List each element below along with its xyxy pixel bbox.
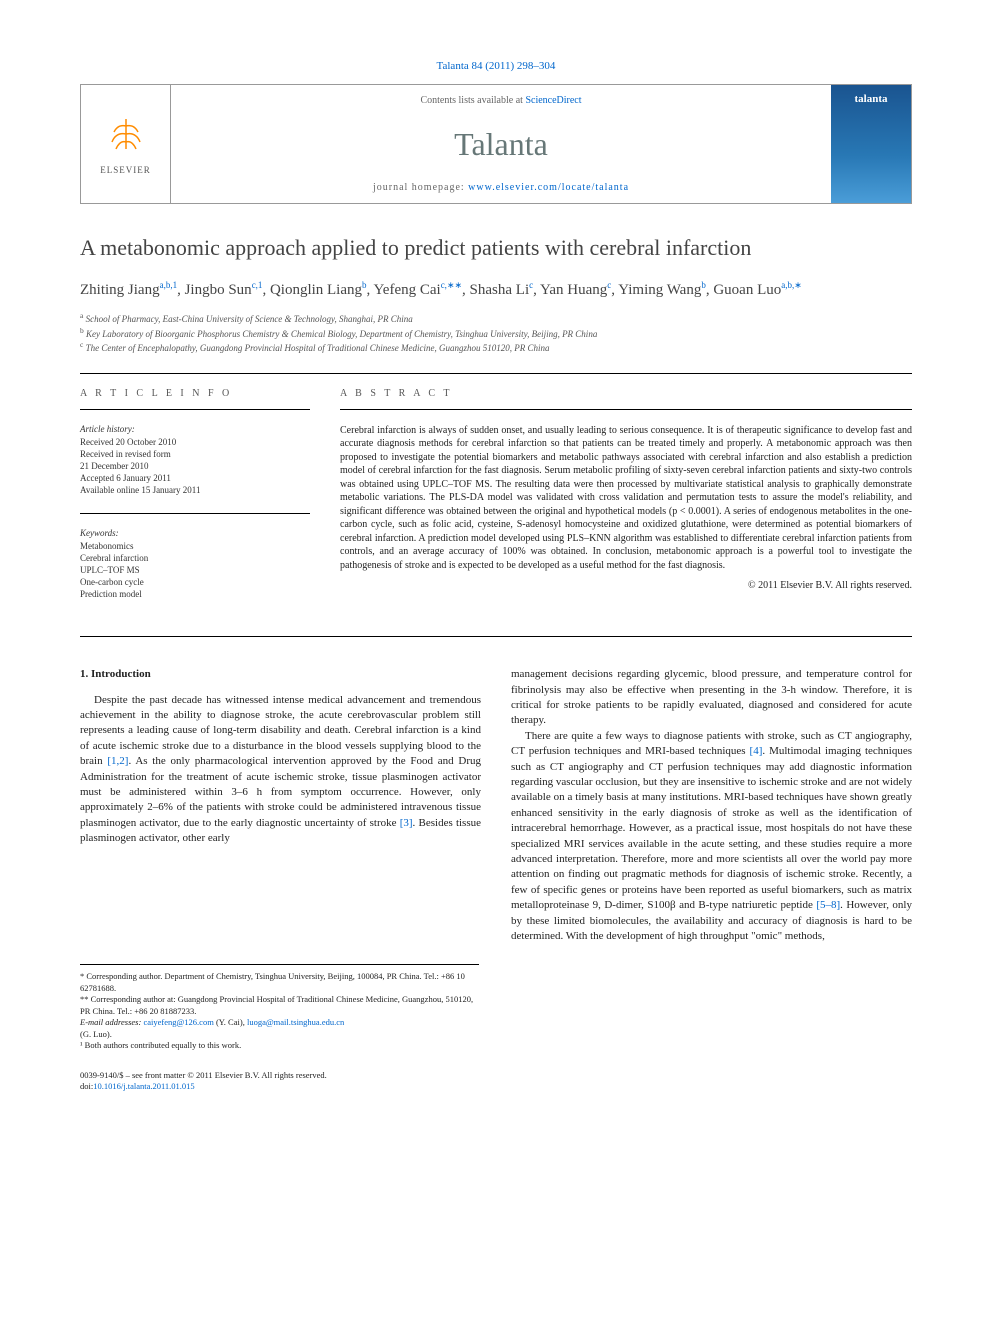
doi-label: doi: [80, 1081, 93, 1091]
citation-link[interactable]: [4] [750, 745, 763, 757]
section-heading: 1. Introduction [80, 667, 481, 682]
cover-label: talanta [855, 93, 888, 105]
keywords-block: Keywords: MetabonomicsCerebral infarctio… [80, 528, 310, 601]
body-two-columns: 1. Introduction Despite the past decade … [80, 667, 912, 944]
homepage-line: journal homepage: www.elsevier.com/locat… [191, 182, 811, 193]
divider [80, 636, 912, 637]
body-paragraph: Despite the past decade has witnessed in… [80, 693, 481, 847]
publisher-name: ELSEVIER [100, 165, 151, 175]
email-link[interactable]: luoga@mail.tsinghua.edu.cn [247, 1017, 344, 1027]
citation-link[interactable]: [1,2] [107, 755, 128, 767]
journal-ref-link[interactable]: Talanta 84 (2011) 298–304 [437, 60, 556, 72]
divider [80, 373, 912, 374]
affiliation-line: c The Center of Encephalopathy, Guangdon… [80, 340, 912, 355]
history-line: Received in revised form [80, 448, 310, 460]
body-paragraph: There are quite a few ways to diagnose p… [511, 729, 912, 944]
section-title: Introduction [91, 668, 151, 680]
body-column-right: management decisions regarding glycemic,… [511, 667, 912, 944]
history-label: Article history: [80, 424, 310, 434]
abstract-heading: A B S T R A C T [340, 388, 912, 399]
journal-reference: Talanta 84 (2011) 298–304 [80, 60, 912, 72]
history-line: 21 December 2010 [80, 460, 310, 472]
article-info: A R T I C L E I N F O Article history: R… [80, 388, 310, 616]
email-link[interactable]: caiyefeng@126.com [143, 1017, 213, 1027]
abstract-text: Cerebral infarction is always of sudden … [340, 424, 912, 573]
divider [80, 409, 310, 410]
article-info-heading: A R T I C L E I N F O [80, 388, 310, 399]
footnotes: * Corresponding author. Department of Ch… [80, 964, 479, 1051]
citation-link[interactable]: [5–8] [816, 899, 840, 911]
issn-line: 0039-9140/$ – see front matter © 2011 El… [80, 1070, 912, 1081]
affiliations: a School of Pharmacy, East-China Univers… [80, 311, 912, 355]
sciencedirect-link[interactable]: ScienceDirect [525, 95, 581, 106]
footnote: * Corresponding author. Department of Ch… [80, 971, 479, 994]
contents-prefix: Contents lists available at [420, 95, 525, 106]
keywords-label: Keywords: [80, 528, 310, 538]
affiliation-line: b Key Laboratory of Bioorganic Phosphoru… [80, 326, 912, 341]
header-center: Contents lists available at ScienceDirec… [171, 85, 831, 203]
doi-line: doi:10.1016/j.talanta.2011.01.015 [80, 1081, 912, 1092]
doi-link[interactable]: 10.1016/j.talanta.2011.01.015 [93, 1081, 194, 1091]
divider [80, 513, 310, 514]
footnote: ** Corresponding author at: Guangdong Pr… [80, 994, 479, 1017]
authors-list: Zhiting Jianga,b,1, Jingbo Sunc,1, Qiong… [80, 279, 912, 302]
keyword: Cerebral infarction [80, 552, 310, 564]
email-name: (G. Luo). [80, 1029, 479, 1040]
publisher-logo[interactable]: ELSEVIER [81, 85, 171, 203]
section-number: 1. [80, 668, 88, 680]
homepage-link[interactable]: www.elsevier.com/locate/talanta [468, 182, 629, 193]
keyword: One-carbon cycle [80, 576, 310, 588]
divider [340, 409, 912, 410]
affiliation-line: a School of Pharmacy, East-China Univers… [80, 311, 912, 326]
page: Talanta 84 (2011) 298–304 ELSEVIER Conte… [0, 0, 992, 1133]
elsevier-tree-icon [106, 114, 146, 163]
copyright-line: © 2011 Elsevier B.V. All rights reserved… [340, 580, 912, 591]
abstract-column: A B S T R A C T Cerebral infarction is a… [340, 388, 912, 616]
history-line: Available online 15 January 2011 [80, 484, 310, 496]
email-label: E-mail addresses: [80, 1017, 143, 1027]
journal-cover-thumbnail[interactable]: talanta [831, 85, 911, 203]
homepage-prefix: journal homepage: [373, 182, 468, 193]
keyword: Prediction model [80, 588, 310, 600]
history-line: Received 20 October 2010 [80, 436, 310, 448]
info-abstract-row: A R T I C L E I N F O Article history: R… [80, 388, 912, 616]
body-column-left: 1. Introduction Despite the past decade … [80, 667, 481, 944]
citation-link[interactable]: [3] [400, 817, 413, 829]
article-title: A metabonomic approach applied to predic… [80, 234, 912, 263]
body-paragraph: management decisions regarding glycemic,… [511, 667, 912, 729]
history-line: Accepted 6 January 2011 [80, 472, 310, 484]
keyword: Metabonomics [80, 540, 310, 552]
keyword: UPLC–TOF MS [80, 564, 310, 576]
journal-name: Talanta [191, 126, 811, 163]
footnote: ¹ Both authors contributed equally to th… [80, 1040, 479, 1051]
footer: 0039-9140/$ – see front matter © 2011 El… [80, 1070, 912, 1093]
journal-header: ELSEVIER Contents lists available at Sci… [80, 84, 912, 204]
article-history: Article history: Received 20 October 201… [80, 424, 310, 497]
email-name: (Y. Cai), [214, 1017, 247, 1027]
contents-available: Contents lists available at ScienceDirec… [191, 95, 811, 106]
footnote-emails: E-mail addresses: caiyefeng@126.com (Y. … [80, 1017, 479, 1040]
